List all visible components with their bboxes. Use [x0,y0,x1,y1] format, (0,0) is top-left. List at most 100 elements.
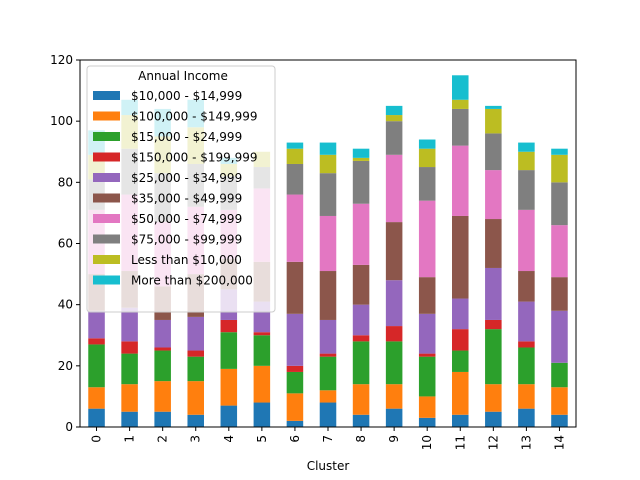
bar-segment [418,313,436,354]
bar-segment [485,329,502,385]
bar-segment [319,390,337,403]
y-tick-label: 20 [58,359,73,373]
bar-segment [485,133,502,171]
bar-segment [352,264,370,305]
bar-segment [551,310,568,363]
bar-segment [286,371,304,394]
bar-segment [418,417,436,427]
bar-segment [551,387,568,415]
y-tick-label: 60 [58,237,73,251]
y-tick-label: 0 [65,420,73,434]
bar-segment [485,170,502,220]
bar-segment [485,267,502,320]
y-tick-label: 100 [50,114,73,128]
bar-segment [319,142,337,155]
x-tick-label: 9 [387,435,401,443]
bar-segment [485,108,502,134]
bar-segment [154,411,171,427]
bar-segment [253,402,271,427]
bar-segment [319,402,337,427]
y-tick-label: 120 [50,53,73,67]
bar-segment [88,344,105,388]
bar-segment [220,405,238,427]
bar-segment [352,148,370,158]
bar-segment [551,362,568,388]
bar-segment [319,173,337,216]
bar-segment [452,371,469,415]
bar-segment [319,353,337,357]
bar-segment [452,329,469,351]
x-axis: 0 1 2 3 4 5 6 7 8 9 10 11 12 13 14 [90,427,566,450]
bar-segment [286,420,304,427]
bar-segment [352,160,370,204]
legend-swatch [93,111,120,121]
legend-entry: $150,000 - $199,999 [131,151,257,165]
x-tick-label: 3 [189,435,203,443]
y-tick-label: 80 [58,175,73,189]
bar-segment [286,365,304,372]
legend-entry: $50,000 - $74,999 [131,212,242,226]
legend-swatch [93,275,120,285]
bar-segment [88,387,105,409]
legend-swatch [93,173,120,182]
legend-box [86,65,276,313]
legend-swatch [93,214,120,223]
bar-segment [121,384,138,412]
bar-segment [352,335,370,342]
bar-segment [253,335,271,366]
bar-segment [187,356,204,382]
x-tick-label: 12 [486,435,500,450]
bar-segment [485,384,502,412]
bar-segment [385,326,403,342]
bar-segment [385,384,403,409]
bar-segment [187,414,204,427]
bar-segment [551,277,568,311]
bar-segment [121,341,138,354]
bar-segment [319,215,337,272]
legend-swatch [93,193,120,203]
bar-segment [452,75,469,100]
x-tick-label: 10 [420,435,434,450]
bar-segment [352,203,370,265]
bar-segment [452,298,469,330]
bar-segment [418,148,436,168]
bar-segment [485,319,502,330]
bar-segment [518,151,535,171]
bar-segment [518,271,535,302]
bar-segment [154,350,171,382]
y-axis: 0 20 40 60 80 100 120 [50,53,80,434]
bar-segment [518,341,535,348]
bar-segment [286,393,304,421]
bar-segment [418,139,436,149]
bar-segment [418,396,436,418]
bar-segment [518,170,535,210]
bar-segment [286,261,304,314]
bar-segment [518,209,535,272]
x-tick-label: 8 [354,435,368,443]
bar-segment [551,148,568,155]
bar-segment [551,414,568,427]
bar-segment [286,142,304,149]
legend-entry: $75,000 - $99,999 [131,233,242,247]
bar-segment [154,319,171,348]
legend-swatch [93,132,120,141]
bar-segment [88,408,105,427]
legend: Annual Income $10,000 - $14,999 $100,000 … [86,65,276,313]
bar-segment [385,408,403,427]
bar-segment [385,280,403,327]
x-tick-label: 7 [321,435,335,443]
bar-segment [319,271,337,320]
legend-swatch [93,255,120,264]
legend-swatch [93,152,120,162]
bar-segment [418,356,436,397]
bar-segment [220,332,238,369]
bar-segment [154,347,171,351]
bar-segment [518,142,535,152]
bar-segment [88,310,105,339]
y-tick-label: 40 [58,298,73,312]
bar-segment [352,341,370,385]
bar-segment [352,304,370,336]
bar-segment [551,225,568,278]
bar-segment [319,319,337,354]
